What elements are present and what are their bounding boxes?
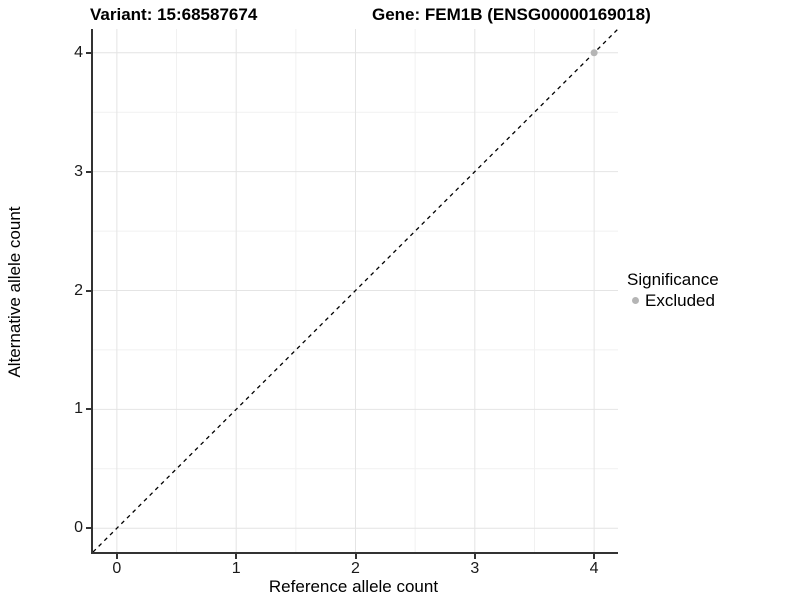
y-axis-tick-label: 1 — [74, 400, 83, 418]
y-axis-tick-label: 0 — [74, 519, 83, 537]
identity-reference-line — [93, 29, 618, 552]
x-axis-tick-label: 2 — [351, 560, 360, 577]
legend-title: Significance — [627, 270, 719, 289]
plot-title-variant: Variant: 15:68587674 — [90, 5, 258, 24]
y-axis-tick-label: 2 — [74, 281, 83, 299]
plot-canvas — [93, 29, 618, 552]
y-axis-tick-label: 4 — [74, 43, 83, 61]
x-axis-tick-label: 1 — [231, 560, 241, 577]
x-axis-tick-mark — [354, 554, 357, 559]
x-axis-tick-mark — [473, 554, 476, 559]
plot-title-gene: Gene: FEM1B (ENSG00000169018) — [372, 5, 651, 24]
plot-panel — [91, 29, 618, 554]
y-axis-tick-label: 3 — [74, 162, 83, 180]
x-axis-tick-mark — [593, 554, 596, 559]
y-axis-tick-mark — [86, 527, 91, 530]
legend-item-excluded: Excluded — [627, 290, 719, 311]
y-axis-tick-mark — [86, 51, 91, 54]
legend-item-label: Excluded — [645, 291, 715, 310]
legend-key-dot-icon — [632, 297, 639, 304]
x-axis-title: Reference allele count — [268, 577, 439, 596]
legend: Significance Excluded — [627, 269, 719, 311]
x-axis-tick-mark — [115, 554, 118, 559]
y-axis-tick-mark — [86, 289, 91, 292]
x-axis-tick-label: 0 — [112, 560, 122, 577]
x-axis-tick-label: 3 — [470, 560, 480, 577]
y-axis-tick-mark — [86, 170, 91, 173]
y-axis-title: Alternative allele count — [5, 206, 24, 378]
x-axis-tick-label: 4 — [589, 560, 599, 577]
data-point-excluded — [590, 49, 598, 57]
x-axis-tick-mark — [235, 554, 238, 559]
y-axis-tick-mark — [86, 408, 91, 411]
